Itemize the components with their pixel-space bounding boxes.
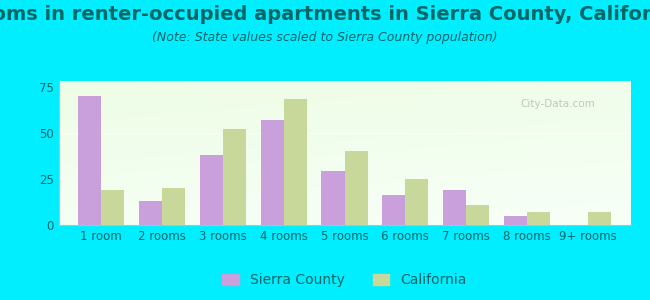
Bar: [200, 155, 223, 225]
Text: Rooms in renter-occupied apartments in Sierra County, California: Rooms in renter-occupied apartments in S…: [0, 4, 650, 23]
Bar: [321, 172, 345, 225]
Bar: [78, 96, 101, 225]
Bar: [466, 205, 489, 225]
Bar: [406, 179, 428, 225]
Bar: [443, 190, 466, 225]
Bar: [261, 120, 283, 225]
Bar: [588, 212, 611, 225]
Bar: [504, 216, 527, 225]
Bar: [101, 190, 124, 225]
Bar: [223, 129, 246, 225]
Bar: [527, 212, 550, 225]
Text: City-Data.com: City-Data.com: [520, 99, 595, 109]
Bar: [283, 100, 307, 225]
Bar: [139, 201, 162, 225]
Bar: [382, 196, 406, 225]
Text: (Note: State values scaled to Sierra County population): (Note: State values scaled to Sierra Cou…: [152, 32, 498, 44]
Legend: Sierra County, California: Sierra County, California: [216, 268, 473, 293]
Bar: [344, 151, 368, 225]
Bar: [162, 188, 185, 225]
